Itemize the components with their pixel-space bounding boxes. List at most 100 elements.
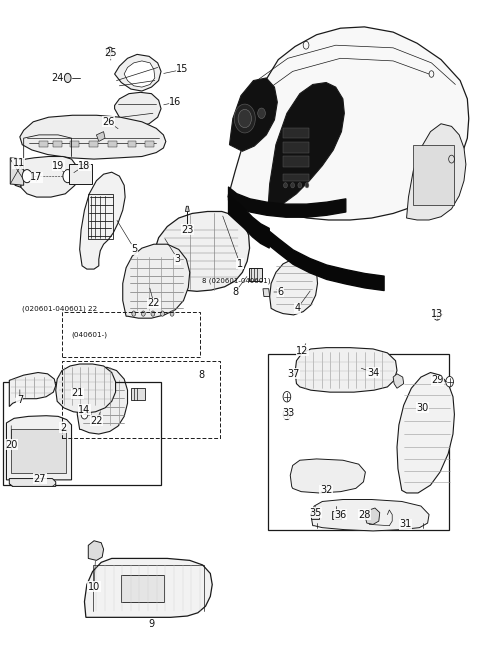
Text: 17: 17 — [30, 173, 43, 182]
Polygon shape — [80, 173, 125, 269]
Text: 2: 2 — [60, 422, 66, 432]
Circle shape — [258, 108, 265, 119]
Bar — [11, 429, 66, 474]
Text: 10: 10 — [88, 582, 100, 592]
Polygon shape — [88, 541, 104, 560]
Bar — [53, 141, 62, 148]
Bar — [268, 354, 449, 529]
Text: 8: 8 — [199, 370, 205, 380]
Polygon shape — [332, 511, 340, 519]
Text: 19: 19 — [52, 161, 64, 171]
Text: 5: 5 — [132, 245, 138, 255]
Bar — [283, 157, 310, 167]
Polygon shape — [20, 115, 166, 159]
Polygon shape — [129, 127, 147, 132]
Circle shape — [132, 311, 136, 316]
Polygon shape — [21, 157, 77, 197]
Text: 26: 26 — [102, 117, 115, 127]
Text: 20: 20 — [5, 440, 17, 449]
Polygon shape — [393, 374, 404, 388]
Text: (020601-040601) 22: (020601-040601) 22 — [22, 305, 97, 312]
Polygon shape — [115, 54, 161, 91]
Bar — [131, 388, 145, 400]
Text: 32: 32 — [320, 485, 332, 495]
Polygon shape — [77, 367, 128, 434]
Text: 33: 33 — [283, 408, 295, 418]
Text: 30: 30 — [417, 403, 429, 413]
Text: 6: 6 — [277, 287, 284, 297]
Text: 16: 16 — [169, 97, 181, 107]
Text: 25: 25 — [105, 48, 117, 58]
Bar — [89, 141, 98, 148]
Circle shape — [433, 310, 441, 320]
Circle shape — [63, 170, 72, 182]
Text: 35: 35 — [310, 508, 322, 518]
Bar — [108, 141, 117, 148]
Polygon shape — [56, 364, 116, 413]
Text: 23: 23 — [181, 225, 193, 235]
Circle shape — [284, 182, 288, 188]
Text: 34: 34 — [367, 367, 379, 377]
Text: 4: 4 — [294, 303, 300, 314]
Text: 21: 21 — [71, 388, 84, 398]
Bar — [283, 173, 310, 181]
Bar — [283, 142, 310, 153]
Text: 29: 29 — [431, 375, 444, 385]
Text: 8: 8 — [232, 287, 238, 297]
Polygon shape — [6, 416, 72, 480]
Circle shape — [160, 311, 164, 316]
Polygon shape — [407, 124, 466, 220]
Circle shape — [234, 104, 255, 133]
Polygon shape — [290, 459, 365, 493]
Polygon shape — [295, 348, 397, 392]
Text: 3: 3 — [175, 255, 181, 264]
Polygon shape — [15, 159, 21, 187]
Circle shape — [446, 377, 454, 387]
Polygon shape — [9, 479, 56, 486]
Circle shape — [170, 311, 174, 316]
Polygon shape — [268, 83, 344, 211]
Bar — [249, 268, 262, 281]
Text: 24: 24 — [51, 73, 63, 83]
Text: 14: 14 — [78, 405, 91, 415]
Text: 7: 7 — [17, 395, 23, 405]
Text: 27: 27 — [34, 474, 46, 483]
Bar — [70, 141, 79, 148]
Bar — [88, 194, 113, 239]
Circle shape — [238, 110, 252, 128]
Polygon shape — [10, 158, 24, 185]
Bar — [128, 141, 136, 148]
Bar — [39, 141, 48, 148]
Bar — [3, 382, 161, 485]
Circle shape — [64, 73, 71, 83]
Circle shape — [305, 182, 309, 188]
Polygon shape — [9, 373, 56, 407]
Polygon shape — [263, 289, 270, 297]
Polygon shape — [115, 92, 161, 127]
Polygon shape — [84, 558, 212, 617]
Circle shape — [81, 410, 88, 419]
Circle shape — [298, 182, 302, 188]
Polygon shape — [185, 206, 189, 211]
Bar — [69, 165, 92, 184]
Text: 9: 9 — [148, 619, 155, 629]
Polygon shape — [311, 511, 320, 519]
Bar — [62, 312, 200, 358]
Text: 12: 12 — [296, 346, 309, 356]
Text: 22: 22 — [148, 298, 160, 308]
Text: 36: 36 — [335, 510, 347, 520]
Polygon shape — [228, 27, 469, 220]
Circle shape — [151, 311, 155, 316]
Polygon shape — [397, 373, 455, 493]
Circle shape — [283, 392, 291, 402]
Polygon shape — [124, 61, 155, 87]
Bar — [62, 361, 220, 438]
Text: 28: 28 — [358, 510, 371, 520]
Bar — [121, 575, 164, 602]
Text: 18: 18 — [78, 161, 91, 171]
Text: 37: 37 — [288, 369, 300, 379]
Circle shape — [142, 311, 145, 316]
Text: 13: 13 — [431, 308, 444, 319]
Polygon shape — [365, 508, 380, 524]
Text: 8 (020601-040601): 8 (020601-040601) — [202, 277, 270, 284]
